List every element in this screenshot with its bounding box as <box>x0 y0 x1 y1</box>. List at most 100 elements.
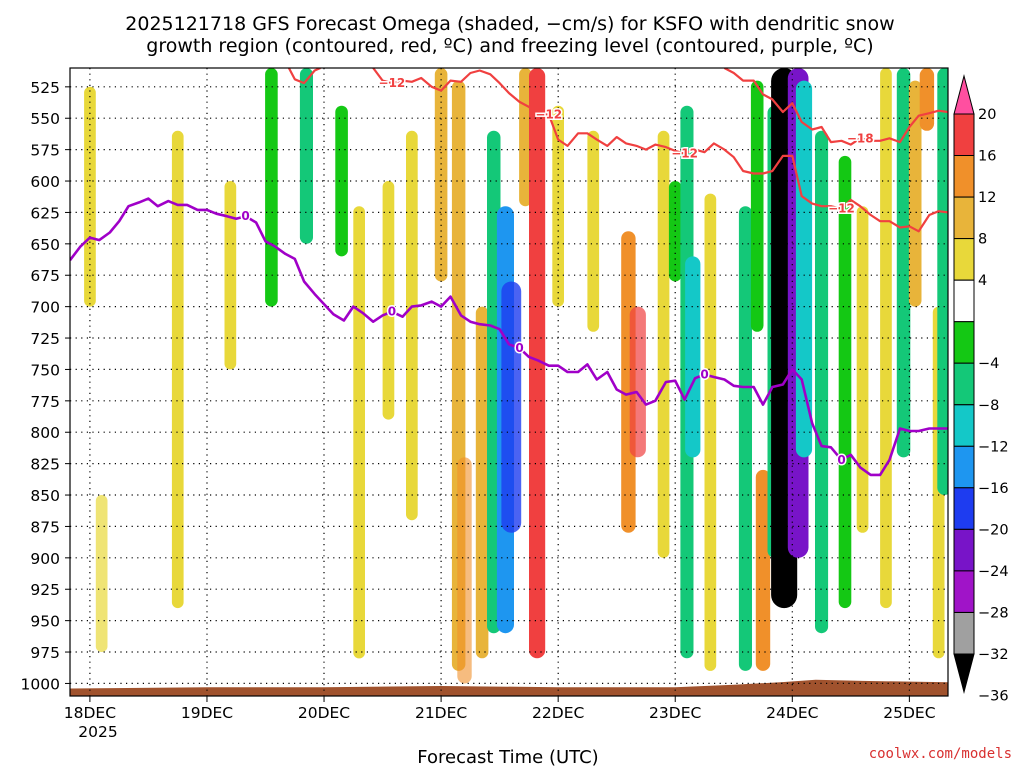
freezing-level-label: 0 <box>700 368 708 382</box>
freezing-level-contour <box>70 197 948 477</box>
chart-title-line2: growth region (contoured, red, ºC) and f… <box>146 35 873 57</box>
colorbar-label: −8 <box>978 398 999 414</box>
omega-shade-cell <box>919 68 935 131</box>
dgz-label: −18 <box>847 131 874 145</box>
colorbar-label: −20 <box>978 522 1009 538</box>
omega-shade-cell <box>704 193 717 671</box>
omega-shade-cell <box>880 68 892 609</box>
x-tick-label: 21DEC <box>415 704 467 722</box>
omega-shade-cell <box>856 206 869 533</box>
omega-shade-cell <box>299 68 313 244</box>
colorbar-label: −32 <box>978 647 1009 663</box>
colorbar-bin <box>953 404 975 447</box>
omega-shade-cell <box>382 181 395 420</box>
omega-shade-cell <box>457 457 472 684</box>
colorbar-label: −36 <box>978 689 1009 705</box>
plot-frame <box>69 67 949 697</box>
y-tick-label: 725 <box>30 330 60 348</box>
colorbar-bin <box>953 238 975 281</box>
y-tick-label: 700 <box>30 299 60 317</box>
colorbar-bin <box>953 445 975 489</box>
colorbar-label: −24 <box>978 564 1009 580</box>
colorbar-bin <box>953 321 975 364</box>
y-axis: 525 550 575 600 625 650 675 700 725 750 775 800 825 8… <box>21 79 70 693</box>
dgz-label: −12 <box>828 202 855 216</box>
omega-shade-cell <box>896 68 911 458</box>
omega-shade-cell <box>552 105 564 307</box>
y-tick-label: 550 <box>30 110 60 128</box>
colorbar-arrow-top <box>953 74 975 115</box>
contour-labels: 0 0 0 0 0 −12 −12 −12 −12 −18 <box>240 75 875 469</box>
x-year-label: 2025 <box>78 723 117 741</box>
dgz-contour <box>287 68 321 85</box>
omega-shade-cell <box>738 206 752 671</box>
omega-shade-cell <box>657 130 670 558</box>
colorbar-label: −12 <box>978 439 1009 455</box>
omega-shade-cell <box>475 306 489 659</box>
y-tick-label: 525 <box>30 79 60 97</box>
colorbar-label: 20 <box>978 107 996 123</box>
colorbar-arrow-bottom <box>953 653 975 694</box>
omega-shade-cell <box>406 130 418 521</box>
y-tick-label: 850 <box>30 487 60 505</box>
freezing-level-label: 0 <box>515 341 523 355</box>
colorbar-label: −4 <box>978 356 999 372</box>
colorbar-bin <box>953 528 975 572</box>
y-tick-label: 925 <box>30 581 60 599</box>
dgz-label: −12 <box>671 146 698 160</box>
omega-shade-cell <box>587 130 600 332</box>
omega-shading <box>84 68 948 684</box>
contour-layer <box>70 68 948 477</box>
colorbar: 20 16 12 8 4 −4 −8 −12 −16 −20 −24 −28 −32 −36 <box>953 74 1009 705</box>
omega-shade-cell <box>629 306 646 458</box>
y-tick-label: 575 <box>30 142 60 160</box>
colorbar-label: 12 <box>978 190 996 206</box>
x-tick-label: 19DEC <box>181 704 233 722</box>
omega-shade-cell <box>171 130 184 609</box>
omega-shade-cell <box>95 495 108 652</box>
omega-shade-cell <box>353 206 365 659</box>
x-tick-label: 25DEC <box>883 704 935 722</box>
x-tick-label: 20DEC <box>298 704 350 722</box>
dgz-contour <box>372 68 948 233</box>
y-tick-label: 900 <box>30 550 60 568</box>
omega-shade-cell <box>908 80 922 307</box>
omega-shade-cell <box>501 281 522 533</box>
y-tick-label: 825 <box>30 456 60 474</box>
colorbar-bin <box>953 487 975 530</box>
dgz-contour <box>723 68 948 146</box>
y-tick-label: 775 <box>30 393 60 411</box>
colorbar-bin <box>953 113 975 156</box>
credit-text: coolwx.com/models <box>869 746 1012 762</box>
colorbar-label: −28 <box>978 606 1009 622</box>
omega-shade-cell <box>685 256 701 458</box>
y-tick-label: 975 <box>30 644 60 662</box>
colorbar-bin <box>953 279 975 323</box>
colorbar-label: 8 <box>978 232 987 248</box>
freezing-level-label: 0 <box>388 305 396 319</box>
omega-shade-cell <box>937 68 948 495</box>
colorbar-bin <box>953 155 975 198</box>
omega-shade-cell <box>335 105 348 257</box>
colorbar-bin <box>953 570 975 613</box>
y-tick-label: 875 <box>30 518 60 536</box>
omega-shade-cell <box>838 155 852 609</box>
x-tick-label: 22DEC <box>532 704 584 722</box>
omega-shade-cell <box>84 86 96 307</box>
colorbar-bin <box>953 362 975 406</box>
dgz-label: −12 <box>379 76 406 90</box>
colorbar-bin <box>953 196 975 240</box>
colorbar-bin <box>953 612 975 655</box>
y-tick-label: 800 <box>30 424 60 442</box>
x-tick-label: 18DEC <box>64 704 116 722</box>
x-axis-label: Forecast Time (UTC) <box>417 747 598 768</box>
freezing-level-label: 0 <box>837 453 845 467</box>
y-tick-label: 625 <box>30 204 60 222</box>
y-tick-label: 600 <box>30 173 60 191</box>
omega-shade-cell <box>815 130 829 634</box>
x-tick-label: 23DEC <box>649 704 701 722</box>
colorbar-label: 16 <box>978 149 996 165</box>
y-tick-label: 750 <box>30 361 60 379</box>
y-tick-label: 950 <box>30 613 60 631</box>
omega-shade-cell <box>224 181 237 370</box>
